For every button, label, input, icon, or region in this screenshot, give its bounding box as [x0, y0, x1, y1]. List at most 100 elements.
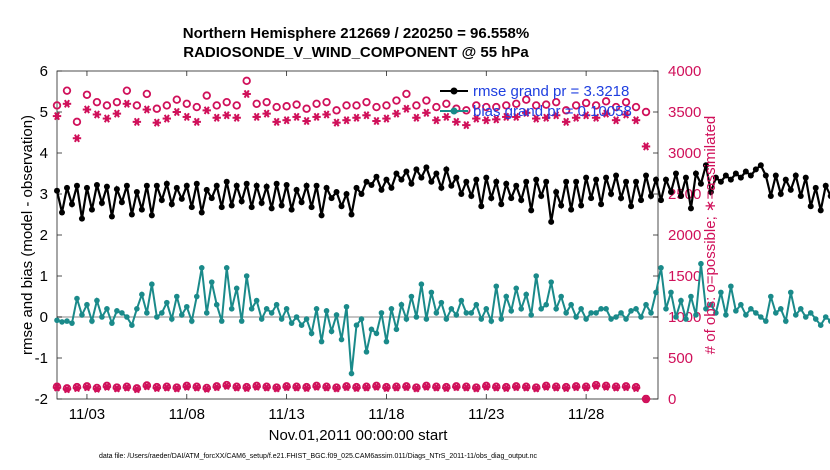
rmse-point	[543, 178, 550, 185]
rmse-point	[288, 206, 295, 213]
obs-assimilated-point	[462, 383, 471, 392]
bias-point	[233, 285, 240, 292]
star-center	[324, 112, 329, 117]
star-center	[464, 385, 469, 390]
x-tick-label: 11/23	[468, 406, 504, 423]
bias-point	[787, 289, 794, 296]
obs-assimilated-point	[532, 384, 541, 393]
bias-point	[174, 293, 180, 300]
star-center	[524, 385, 529, 390]
rmse-point	[323, 184, 330, 191]
star-center	[434, 118, 439, 123]
rmse-point	[54, 187, 60, 194]
bias-point	[528, 312, 535, 318]
star-center	[94, 112, 100, 117]
obs-assimilated-point	[641, 142, 651, 151]
rmse-point	[183, 182, 190, 189]
star-center	[264, 385, 269, 390]
obs-possible-point	[551, 97, 561, 107]
rmse-point	[93, 181, 100, 188]
obs-possible-point	[611, 102, 621, 112]
star-center	[553, 113, 559, 118]
rmse-point	[223, 178, 230, 185]
bias-point	[723, 312, 729, 318]
rmse-point	[403, 168, 410, 175]
rmse-point	[458, 191, 465, 197]
bias-point	[743, 312, 749, 318]
bias-point	[193, 293, 200, 300]
obs-possible-point	[252, 99, 261, 108]
y-left-tick-label: 4	[40, 145, 48, 162]
obs-assimilated-point	[512, 382, 521, 392]
rmse-point	[113, 186, 120, 193]
rmse-point	[258, 200, 265, 207]
y-right-tick-label: 1500	[668, 268, 701, 285]
bias-point	[458, 297, 465, 304]
obs-possible-point	[182, 99, 191, 108]
obs-assimilated-point	[252, 112, 261, 122]
bias-point	[583, 316, 589, 322]
rmse-point	[747, 172, 754, 179]
obs-assimilated-point	[472, 384, 481, 393]
star-center	[464, 122, 469, 128]
rmse-point	[792, 172, 799, 179]
bias-point	[79, 312, 85, 318]
y-left-tick-label: -2	[35, 391, 48, 408]
rmse-point	[338, 203, 345, 210]
obs-assimilated-point	[621, 382, 631, 392]
obs-assimilated-point	[561, 383, 571, 393]
bias-point	[263, 306, 270, 312]
obs-assimilated-point	[502, 112, 511, 122]
rmse-point	[173, 184, 180, 191]
rmse-point	[203, 186, 210, 193]
obs-assimilated-point	[591, 381, 601, 391]
rmse-point	[687, 205, 694, 212]
obs-possible-point	[142, 89, 152, 99]
bias-point	[169, 316, 175, 322]
obs-assimilated-point	[52, 111, 62, 121]
obs-possible-point	[82, 90, 92, 99]
obs-possible-point	[412, 101, 421, 110]
rmse-point	[548, 218, 555, 225]
bias-point	[807, 310, 814, 316]
rmse-point	[513, 182, 520, 189]
x-axis-label: Nov.01,2011 00:00:00 start	[269, 427, 449, 444]
obs-possible-point	[332, 106, 341, 115]
bias-point	[94, 297, 100, 304]
obs-possible-point	[162, 101, 172, 110]
bias-point	[782, 318, 789, 324]
star-center	[494, 117, 499, 122]
obs-assimilated-point	[601, 382, 611, 391]
star-center	[344, 118, 349, 123]
obs-assimilated-point	[172, 107, 182, 117]
obs-assimilated-point	[302, 383, 311, 393]
obs-assimilated-point	[362, 383, 371, 392]
star-center	[454, 119, 459, 125]
obs-assimilated-point	[182, 382, 191, 391]
obs-assimilated-point	[631, 116, 641, 125]
star-center	[144, 107, 150, 112]
obs-assimilated-point	[262, 383, 271, 392]
rmse-point	[388, 184, 395, 191]
bias-point	[817, 322, 824, 329]
star-center	[404, 384, 409, 390]
rmse-point	[777, 191, 784, 197]
obs-possible-point	[532, 101, 541, 110]
bias-point	[683, 316, 689, 322]
bias-point	[593, 310, 599, 316]
bias-point	[328, 328, 335, 335]
obs-possible-point	[92, 97, 102, 107]
obs-assimilated-point	[122, 99, 132, 108]
rmse-point	[178, 195, 185, 202]
obs-assimilated-point	[262, 109, 271, 118]
obs-possible-point	[342, 101, 351, 110]
obs-assimilated-point	[52, 383, 62, 392]
obs-assimilated-point	[162, 383, 172, 392]
obs-assimilated-point	[102, 114, 112, 123]
star-center	[304, 385, 309, 391]
obs-assimilated-point	[372, 116, 381, 126]
rmse-point	[643, 172, 650, 179]
bias-point	[109, 320, 115, 326]
bias-point	[618, 310, 624, 316]
y-left-tick-label: 1	[40, 268, 48, 285]
